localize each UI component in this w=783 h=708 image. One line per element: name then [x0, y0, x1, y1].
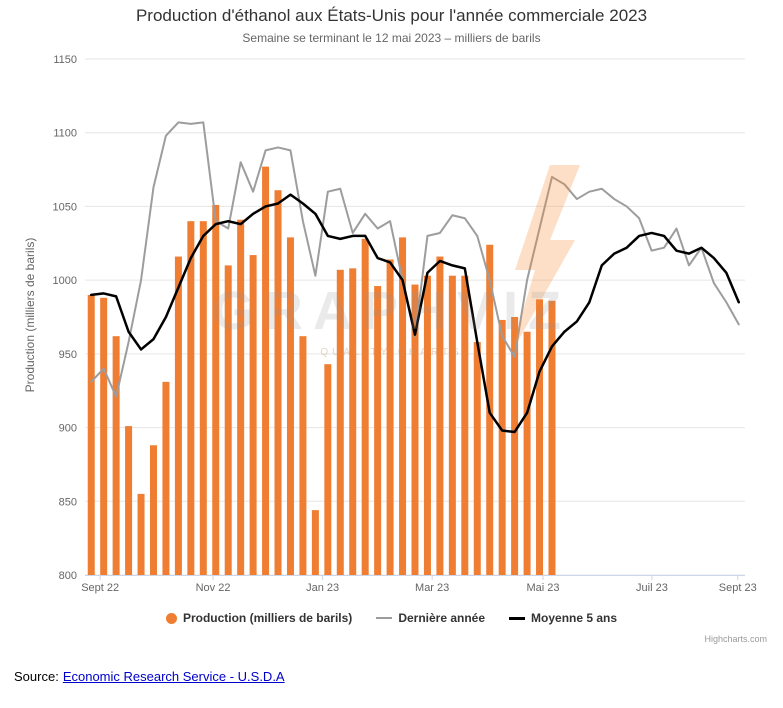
production-bar	[125, 426, 133, 575]
production-bar	[212, 204, 220, 575]
highcharts-credit[interactable]: Highcharts.com	[704, 634, 767, 644]
y-tick-label: 850	[59, 496, 77, 508]
avg-5yr-series-marker-icon	[509, 616, 526, 620]
y-tick-label: 900	[59, 423, 77, 435]
production-bar	[286, 237, 294, 575]
production-bar	[411, 284, 419, 575]
source-line: Source: Economic Research Service - U.S.D…	[14, 669, 285, 684]
production-bar	[349, 268, 357, 575]
y-tick-label: 1000	[53, 275, 77, 287]
x-tick-label: Sept 23	[719, 582, 757, 594]
line-series	[89, 193, 741, 434]
production-bar	[536, 299, 544, 575]
production-bar	[249, 255, 257, 575]
legend-item-production[interactable]: Production (milliers de barils)	[165, 611, 353, 625]
production-bar	[112, 336, 120, 575]
legend-label-5yr-average: Moyenne 5 ans	[531, 611, 618, 625]
legend-item-5yr-average[interactable]: Moyenne 5 ans	[509, 611, 617, 625]
y-tick-label: 1150	[53, 54, 77, 66]
legend-label-production: Production (milliers de barils)	[182, 611, 353, 625]
chart-subtitle: Semaine se terminant le 12 mai 2023 – mi…	[242, 31, 541, 45]
x-tick-label: Jan 23	[306, 582, 339, 594]
legend-label-last-year: Dernière année	[398, 611, 486, 625]
production-bar	[423, 275, 431, 575]
production-bar	[548, 300, 556, 575]
production-bar	[174, 256, 182, 575]
production-bar	[448, 275, 456, 575]
legend-item-last-year[interactable]: Dernière année	[376, 611, 485, 625]
production-bar	[187, 221, 195, 576]
production-bar	[386, 259, 394, 575]
line-series	[90, 121, 740, 398]
x-tick-label: Mai 23	[527, 582, 560, 594]
production-bar	[523, 331, 531, 575]
production-bar	[162, 381, 170, 575]
production-bar	[461, 275, 469, 575]
production-bar	[361, 238, 369, 576]
production-bar	[311, 510, 319, 575]
x-tick-label: Juil 23	[636, 582, 668, 594]
source-prefix: Source:	[14, 669, 59, 684]
source-link[interactable]: Economic Research Service - U.S.D.A	[62, 669, 285, 684]
production-bar	[374, 286, 382, 575]
chart-title: Production d'éthanol aux États-Unis pour…	[135, 6, 648, 25]
production-bar	[100, 297, 108, 575]
production-bar	[224, 265, 232, 575]
production-series-marker-icon	[165, 612, 177, 624]
production-bar	[87, 294, 95, 575]
last-year-series-marker-icon	[376, 617, 393, 619]
production-bar	[436, 256, 444, 575]
production-bar	[237, 219, 245, 575]
production-bar	[511, 317, 519, 575]
production-bar	[498, 319, 506, 575]
production-bar	[399, 237, 407, 575]
production-bar	[299, 336, 307, 575]
x-tick-label: Sept 22	[81, 582, 119, 594]
y-tick-label: 1050	[53, 201, 77, 213]
production-bar	[199, 221, 207, 576]
production-bar	[262, 166, 270, 575]
y-tick-label: 800	[59, 570, 77, 582]
production-bar	[137, 493, 145, 575]
y-tick-label: 1100	[53, 128, 77, 140]
x-tick-label: Mar 23	[415, 582, 449, 594]
legend: Production (milliers de barils) Dernière…	[0, 611, 783, 625]
chart-plot-area: 800 850 900 950 1000 1050 1100 1150 Sept 22 Nov 2…	[53, 54, 757, 594]
production-bar	[336, 269, 344, 575]
production-bar	[473, 342, 481, 575]
x-tick-label: Nov 22	[196, 582, 231, 594]
production-bar	[324, 364, 332, 575]
production-bar	[149, 445, 157, 575]
y-tick-label: 950	[59, 349, 77, 361]
production-bar	[274, 190, 282, 575]
